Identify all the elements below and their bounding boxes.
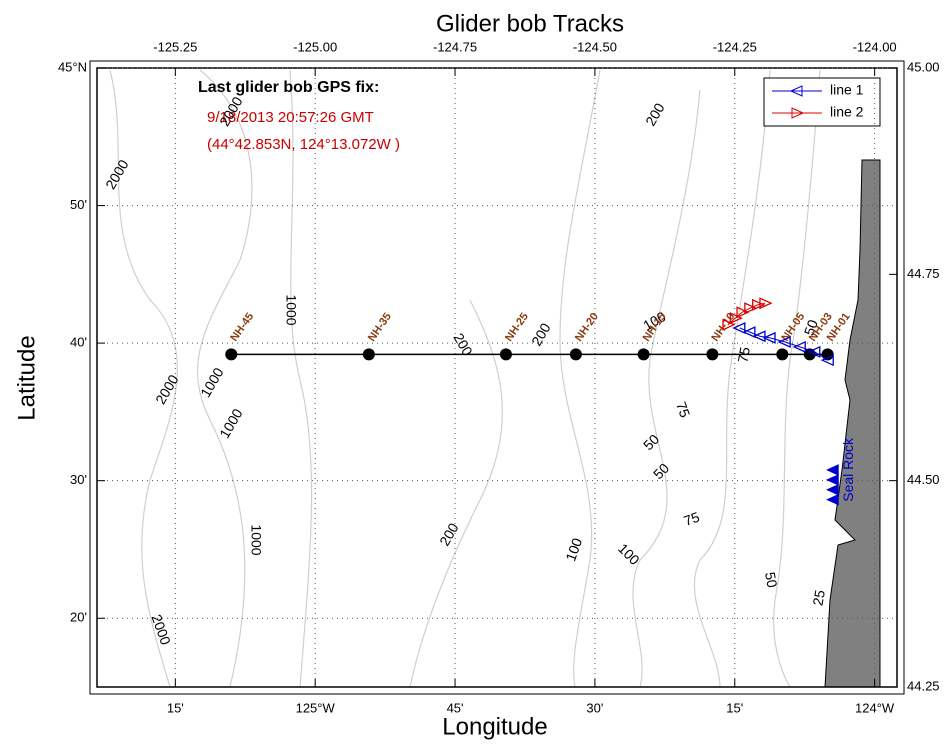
station bbox=[569, 348, 582, 361]
station bbox=[499, 348, 512, 361]
contour-line bbox=[559, 69, 601, 688]
y-tick-label: 45°N bbox=[58, 59, 87, 74]
track-marker bbox=[736, 306, 750, 319]
contour-label: 75 bbox=[673, 400, 693, 420]
station bbox=[637, 348, 650, 361]
y2-tick-label: 44.75 bbox=[907, 266, 940, 281]
track-marker bbox=[762, 331, 776, 344]
contour-label: 1000 bbox=[248, 524, 264, 555]
fix-title: Last glider bob GPS fix: bbox=[198, 79, 379, 96]
track-line bbox=[739, 327, 829, 361]
contour-line bbox=[409, 299, 503, 688]
chart-title: Glider bob Tracks bbox=[436, 10, 624, 37]
contour-label: 50 bbox=[801, 317, 821, 337]
track-marker bbox=[777, 336, 791, 349]
x-tick-label: 45' bbox=[447, 700, 464, 715]
y-tick-label: 20' bbox=[70, 610, 87, 625]
y2-tick-label: 44.25 bbox=[907, 678, 940, 693]
x-tick-label: 124°W bbox=[855, 700, 895, 715]
x-tick-label: 15' bbox=[726, 700, 743, 715]
contour-label: 100 bbox=[562, 536, 585, 564]
y-tick-label: 50' bbox=[70, 197, 87, 212]
track-marker bbox=[722, 318, 736, 331]
x-axis-label: Longitude bbox=[442, 713, 547, 740]
station bbox=[362, 348, 375, 361]
legend-label: line 1 bbox=[830, 82, 864, 98]
track-marker bbox=[820, 354, 834, 367]
seal-rock-marker bbox=[826, 493, 839, 506]
top-x-tick-label: -125.25 bbox=[153, 39, 197, 54]
track-marker bbox=[744, 302, 758, 315]
y-axis-label: Latitude bbox=[13, 335, 40, 420]
legend bbox=[763, 77, 881, 127]
contour-line bbox=[773, 69, 821, 688]
contour-label: 1000 bbox=[283, 294, 299, 325]
contour-line bbox=[289, 69, 313, 688]
legend-label: line 2 bbox=[830, 104, 864, 120]
station bbox=[225, 348, 238, 361]
contour-label: 50 bbox=[762, 571, 780, 589]
fix-time: 9/18/2013 20:57:26 GMT bbox=[207, 109, 374, 126]
contours bbox=[109, 69, 821, 688]
y-tick-label: 30' bbox=[70, 472, 87, 487]
top-x-tick-label: -124.75 bbox=[433, 39, 477, 54]
track-line bbox=[727, 302, 766, 326]
track-marker bbox=[792, 340, 806, 353]
seal-rock-marker bbox=[826, 474, 839, 486]
contour-line bbox=[693, 69, 771, 688]
y2-tick-label: 44.50 bbox=[907, 472, 940, 487]
y2-tick-label: 45.00 bbox=[907, 59, 940, 74]
map-border bbox=[89, 60, 905, 695]
track-marker bbox=[752, 330, 766, 343]
contour-line bbox=[632, 89, 701, 688]
x-tick-label: 125°W bbox=[296, 700, 336, 715]
station bbox=[776, 348, 789, 361]
contour-line bbox=[109, 69, 178, 688]
seal-rock-marker bbox=[826, 464, 839, 476]
legend-marker bbox=[791, 107, 805, 119]
seal-rock-label: Seal Rock bbox=[840, 437, 856, 502]
track-marker bbox=[807, 345, 821, 358]
top-x-tick-label: -124.25 bbox=[713, 39, 757, 54]
track-marker bbox=[742, 326, 756, 339]
fix-position: (44°42.853N, 124°13.072W ) bbox=[207, 136, 400, 153]
seal-rock-marker bbox=[826, 483, 839, 496]
top-x-tick-label: -125.00 bbox=[293, 39, 337, 54]
top-x-tick-label: -124.00 bbox=[853, 39, 897, 54]
station bbox=[821, 348, 834, 361]
track-marker bbox=[752, 298, 766, 311]
top-x-tick-label: -124.50 bbox=[573, 39, 617, 54]
x-tick-label: 30' bbox=[586, 700, 603, 715]
track-marker bbox=[732, 321, 746, 334]
track-marker bbox=[759, 297, 773, 310]
x-tick-label: 15' bbox=[167, 700, 184, 715]
contour-line bbox=[196, 69, 253, 688]
y-tick-label: 40' bbox=[70, 335, 87, 350]
legend-marker bbox=[789, 85, 803, 97]
contour-label: 25 bbox=[809, 589, 827, 607]
track-marker bbox=[729, 312, 743, 325]
contour-label: 75 bbox=[682, 509, 702, 529]
station bbox=[706, 348, 719, 361]
